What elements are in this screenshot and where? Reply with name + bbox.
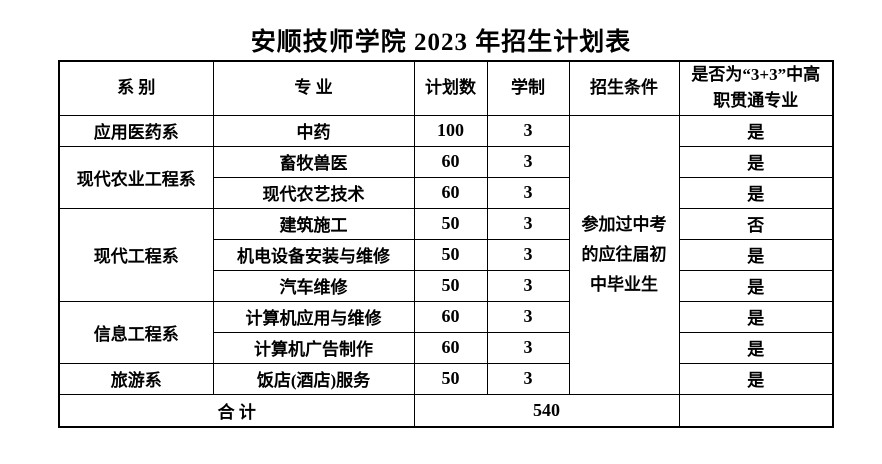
table-row: 现代工程系 建筑施工 50 3 否	[58, 207, 834, 302]
is-3plus3-cell: 是	[678, 331, 834, 364]
planned-count-cell: 60	[413, 145, 488, 178]
admission-condition-cell: 参加过中考的应往届初中毕业生	[568, 114, 680, 395]
planned-count-cell: 50	[413, 269, 488, 302]
study-years-cell: 3	[486, 145, 570, 178]
header-3plus3: 是否为“3+3”中高职贯通专业	[678, 60, 834, 116]
study-years-cell: 3	[486, 114, 570, 147]
header-admission-condition: 招生条件	[568, 60, 680, 116]
department-cell: 旅游系	[58, 362, 214, 395]
header-planned-count: 计划数	[413, 60, 488, 116]
department-cell: 现代农业工程系	[58, 145, 214, 209]
major-cell: 中药	[212, 114, 415, 147]
is-3plus3-cell: 是	[678, 114, 834, 147]
planned-count-cell: 50	[413, 362, 488, 395]
table-header-row: 系 别 专 业 计划数 学制 招生条件 是否为“3+3”中高职贯通专业	[58, 60, 834, 116]
department-cell: 现代工程系	[58, 207, 214, 302]
total-3plus3-empty-cell	[678, 393, 834, 428]
planned-count-cell: 60	[413, 331, 488, 364]
study-years-cell: 3	[486, 238, 570, 271]
study-years-cell: 3	[486, 207, 570, 240]
is-3plus3-cell: 是	[678, 300, 834, 333]
major-cell: 建筑施工	[212, 207, 415, 240]
is-3plus3-cell: 是	[678, 238, 834, 271]
planned-count-cell: 60	[413, 176, 488, 209]
is-3plus3-cell: 是	[678, 176, 834, 209]
major-cell: 畜牧兽医	[212, 145, 415, 178]
study-years-cell: 3	[486, 331, 570, 364]
study-years-cell: 3	[486, 362, 570, 395]
major-cell: 机电设备安装与维修	[212, 238, 415, 271]
department-cell: 信息工程系	[58, 300, 214, 364]
study-years-cell: 3	[486, 176, 570, 209]
department-cell: 应用医药系	[58, 114, 214, 147]
table-body: 应用医药系 中药 100 3 参加过中考的应往届初中毕业生是现代农业工程系 畜牧兽医 60 3…	[58, 114, 834, 395]
planned-count-cell: 100	[413, 114, 488, 147]
total-label-cell: 合 计	[58, 393, 415, 428]
is-3plus3-cell: 是	[678, 362, 834, 395]
enrollment-plan-table: 系 别 专 业 计划数 学制 招生条件 是否为“3+3”中高职贯通专业 应用医药…	[58, 60, 834, 429]
study-years-cell: 3	[486, 300, 570, 333]
page-title: 安顺技师学院 2023 年招生计划表	[250, 29, 632, 56]
planned-count-cell: 60	[413, 300, 488, 333]
table-row: 旅游系 饭店(酒店)服务 50 3 是	[58, 362, 834, 395]
is-3plus3-cell: 否	[678, 207, 834, 240]
header-study-years: 学制	[486, 60, 570, 116]
planned-count-cell: 50	[413, 207, 488, 240]
table-row: 汽车维修 50 3 是	[59, 269, 834, 302]
table-row: 计算机广告制作 60 3 是	[59, 331, 834, 364]
planned-count-cell: 50	[413, 238, 488, 271]
study-years-cell: 3	[486, 269, 570, 302]
header-major: 专 业	[212, 60, 415, 116]
table-footer-row: 合 计 540	[58, 393, 834, 428]
table-row: 机电设备安装与维修 50 3 是	[59, 238, 834, 271]
major-cell: 计算机应用与维修	[212, 300, 415, 333]
is-3plus3-cell: 是	[678, 269, 834, 302]
major-cell: 现代农艺技术	[212, 176, 415, 209]
header-department: 系 别	[58, 60, 214, 116]
major-cell: 汽车维修	[212, 269, 415, 302]
major-cell: 计算机广告制作	[212, 331, 415, 364]
table-row: 应用医药系 中药 100 3 参加过中考的应往届初中毕业生是	[58, 114, 834, 395]
table-row: 信息工程系 计算机应用与维修 60 3 是	[58, 300, 834, 364]
table-row: 现代农业工程系 畜牧兽医 60 3 是	[58, 145, 834, 209]
total-value-cell: 540	[413, 393, 680, 428]
is-3plus3-cell: 是	[678, 145, 834, 178]
major-cell: 饭店(酒店)服务	[212, 362, 415, 395]
